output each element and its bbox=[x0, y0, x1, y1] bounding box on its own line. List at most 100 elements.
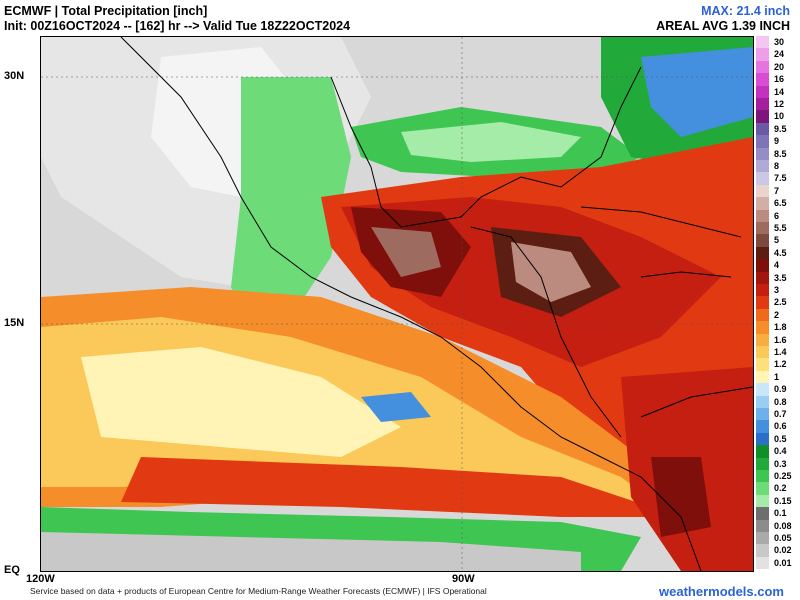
legend-label: 5 bbox=[774, 235, 780, 246]
legend-item: 0.3 bbox=[756, 457, 800, 470]
legend-label: 12 bbox=[774, 99, 785, 109]
legend-label: 0.08 bbox=[774, 520, 792, 531]
legend-swatch bbox=[756, 333, 769, 346]
legend-item: 6.5 bbox=[756, 197, 800, 210]
legend-swatch bbox=[756, 457, 769, 470]
legend-item: 4.5 bbox=[756, 246, 800, 260]
precipitation-map bbox=[40, 36, 754, 572]
legend-swatch bbox=[756, 346, 769, 359]
pacific-coastline bbox=[120, 37, 702, 571]
pacific-blue-patch bbox=[361, 392, 431, 422]
legend-label: 4 bbox=[774, 260, 780, 271]
legend-label: 5.5 bbox=[774, 223, 787, 233]
legend-label: 1.2 bbox=[774, 359, 787, 370]
south-gray-fringe bbox=[41, 532, 581, 571]
legend-label: 1.8 bbox=[774, 322, 787, 333]
legend-item: 30 bbox=[756, 36, 800, 49]
legend-label: 0.01 bbox=[774, 557, 792, 568]
init-valid-line: Init: 00Z16OCT2024 -- [162] hr --> Valid… bbox=[4, 19, 351, 33]
legend-label: 16 bbox=[774, 74, 785, 85]
legend-label: 6 bbox=[774, 210, 780, 221]
legend-swatch bbox=[756, 147, 769, 160]
legend-label: 24 bbox=[774, 49, 785, 60]
itcz-pale-area bbox=[81, 347, 401, 457]
map-canvas bbox=[41, 37, 753, 571]
brand-link[interactable]: weathermodels.com bbox=[659, 584, 784, 599]
legend-swatch bbox=[756, 308, 769, 322]
hispaniola-outline bbox=[640, 271, 732, 278]
legend-swatch bbox=[756, 358, 769, 371]
central-america-coast bbox=[470, 226, 622, 438]
color-legend: 30 24 20 16 14 12 10 9.5 9 8.5 8 7.5 7 6.5 6 5.5 5 4.5 4 3.… bbox=[756, 36, 800, 578]
legend-label: 0.3 bbox=[774, 458, 787, 469]
legend-swatch bbox=[756, 370, 769, 384]
data-credit: Service based on data + products of Euro… bbox=[30, 586, 487, 596]
legend-item: 14 bbox=[756, 85, 800, 98]
legend-item: 12 bbox=[756, 98, 800, 111]
legend-item: 8.5 bbox=[756, 147, 800, 160]
legend-swatch bbox=[756, 73, 769, 86]
legend-swatch bbox=[756, 36, 769, 49]
legend-item: 0.7 bbox=[756, 408, 800, 421]
legend-swatch bbox=[756, 172, 769, 185]
legend-item: 2 bbox=[756, 308, 800, 322]
legend-item: 1.4 bbox=[756, 346, 800, 359]
legend-item: 5 bbox=[756, 234, 800, 247]
legend-swatch bbox=[756, 556, 769, 570]
lat-label-eq: EQ bbox=[4, 564, 20, 576]
legend-swatch bbox=[756, 470, 769, 483]
legend-swatch bbox=[756, 494, 769, 508]
legend-swatch bbox=[756, 532, 769, 545]
legend-label: 0.15 bbox=[774, 495, 792, 506]
legend-swatch bbox=[756, 234, 769, 247]
legend-swatch bbox=[756, 507, 769, 520]
legend-item: 1.6 bbox=[756, 333, 800, 346]
legend-label: 3.5 bbox=[774, 272, 787, 283]
legend-label: 9 bbox=[774, 136, 780, 147]
legend-item: 0.15 bbox=[756, 494, 800, 508]
legend-item: 0.05 bbox=[756, 532, 800, 545]
legend-item: 16 bbox=[756, 73, 800, 86]
legend-swatch bbox=[756, 395, 769, 408]
legend-label: 0.25 bbox=[774, 471, 792, 481]
legend-swatch bbox=[756, 184, 769, 198]
legend-label: 7 bbox=[774, 185, 780, 196]
legend-swatch bbox=[756, 408, 769, 421]
atlantic-blue-area bbox=[641, 47, 753, 137]
legend-label: 20 bbox=[774, 61, 785, 72]
cuba-outline bbox=[580, 206, 742, 238]
legend-swatch bbox=[756, 445, 769, 458]
legend-label: 7.5 bbox=[774, 173, 787, 184]
mexico-green-strip bbox=[231, 77, 351, 337]
legend-label: 0.2 bbox=[774, 483, 787, 494]
legend-swatch bbox=[756, 160, 769, 173]
legend-swatch bbox=[756, 85, 769, 98]
itcz-red-strip bbox=[121, 457, 681, 517]
legend-swatch bbox=[756, 48, 769, 61]
lat-label-30n: 30N bbox=[4, 70, 25, 82]
legend-swatch bbox=[756, 296, 769, 309]
legend-item: 0.4 bbox=[756, 445, 800, 458]
legend-swatch bbox=[756, 110, 769, 123]
legend-item: 1.8 bbox=[756, 321, 800, 334]
legend-item: 0.01 bbox=[756, 556, 800, 570]
legend-item: 0.9 bbox=[756, 383, 800, 396]
legend-swatch bbox=[756, 420, 769, 433]
legend-label: 2 bbox=[774, 309, 780, 320]
legend-swatch bbox=[756, 209, 769, 222]
legend-item: 3 bbox=[756, 284, 800, 297]
legend-item: 0.8 bbox=[756, 395, 800, 408]
legend-item: 9.5 bbox=[756, 122, 800, 136]
legend-item: 5.5 bbox=[756, 222, 800, 235]
legend-item: 0.2 bbox=[756, 482, 800, 495]
legend-label: 3 bbox=[774, 285, 780, 295]
legend-item: 0.5 bbox=[756, 432, 800, 446]
legend-item: 7 bbox=[756, 184, 800, 198]
legend-item: 2.5 bbox=[756, 296, 800, 309]
legend-label: 2.5 bbox=[774, 297, 787, 308]
legend-swatch bbox=[756, 122, 769, 136]
south-america-coast bbox=[640, 386, 753, 418]
legend-swatch bbox=[756, 60, 769, 74]
legend-label: 30 bbox=[774, 37, 785, 47]
legend-label: 0.02 bbox=[774, 545, 792, 556]
